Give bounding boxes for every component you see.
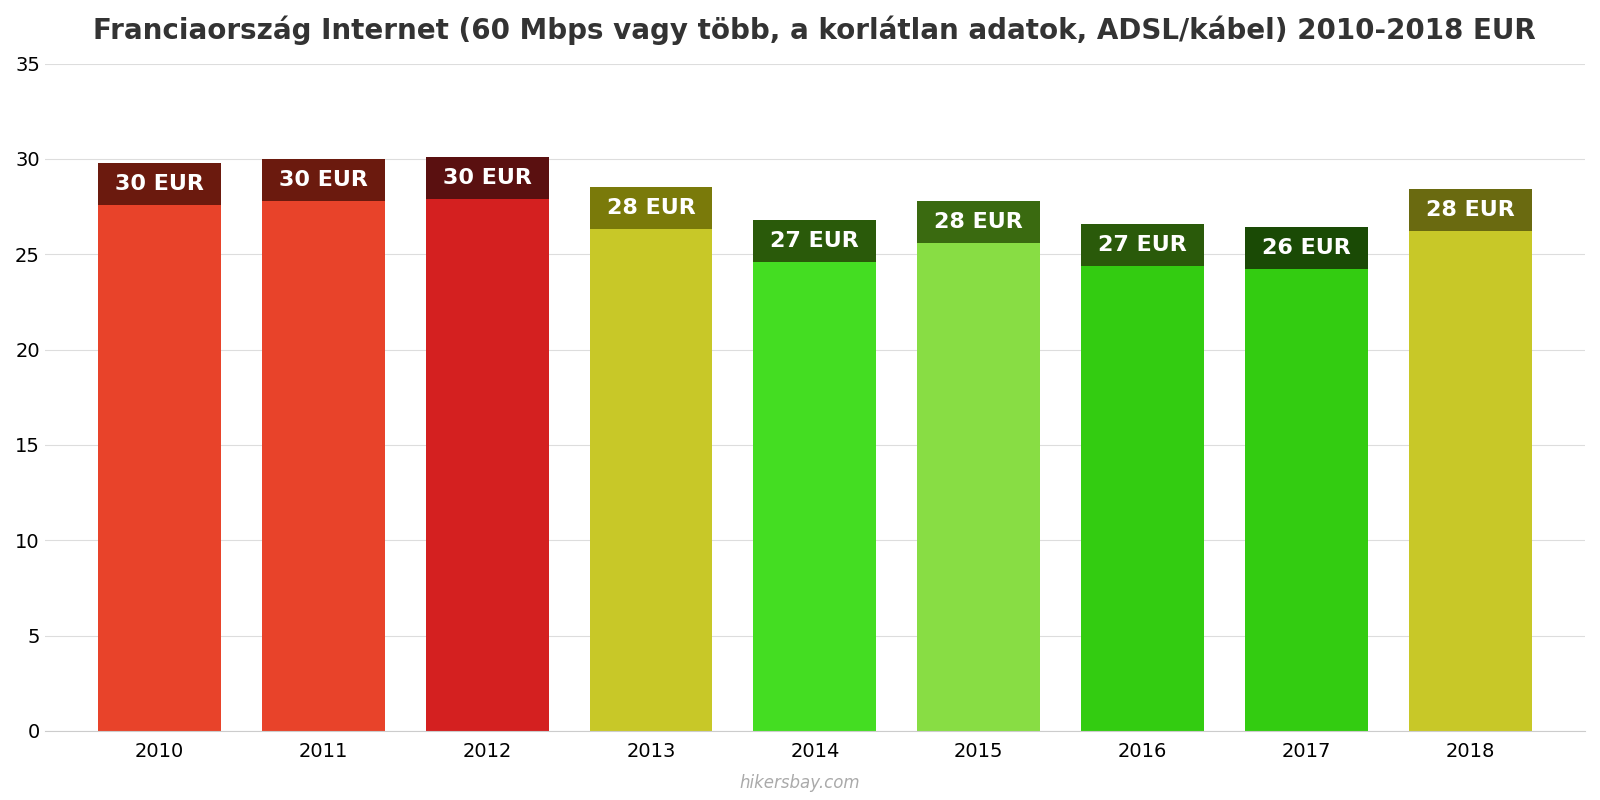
Text: 27 EUR: 27 EUR: [1098, 234, 1187, 254]
Bar: [426, 157, 549, 199]
Text: 30 EUR: 30 EUR: [278, 170, 368, 190]
Bar: [754, 220, 877, 731]
Bar: [98, 162, 221, 731]
Text: 30 EUR: 30 EUR: [115, 174, 203, 194]
Text: 28 EUR: 28 EUR: [934, 212, 1022, 232]
Bar: [1410, 190, 1531, 731]
Bar: [917, 201, 1040, 731]
Bar: [262, 159, 384, 731]
Bar: [426, 157, 549, 731]
Text: 28 EUR: 28 EUR: [606, 198, 696, 218]
Bar: [1082, 224, 1205, 731]
Text: 30 EUR: 30 EUR: [443, 168, 531, 188]
Text: 27 EUR: 27 EUR: [771, 231, 859, 251]
Bar: [262, 159, 384, 201]
Bar: [1082, 224, 1205, 266]
Bar: [1410, 190, 1531, 231]
Bar: [589, 187, 712, 731]
Bar: [1245, 227, 1368, 270]
Text: 28 EUR: 28 EUR: [1426, 200, 1515, 220]
Bar: [589, 187, 712, 230]
Bar: [917, 201, 1040, 242]
Bar: [98, 162, 221, 205]
Bar: [1245, 227, 1368, 731]
Text: 26 EUR: 26 EUR: [1262, 238, 1350, 258]
Title: Franciaország Internet (60 Mbps vagy több, a korlátlan adatok, ADSL/kábel) 2010-: Franciaország Internet (60 Mbps vagy töb…: [93, 15, 1536, 45]
Text: hikersbay.com: hikersbay.com: [739, 774, 861, 792]
Bar: [754, 220, 877, 262]
